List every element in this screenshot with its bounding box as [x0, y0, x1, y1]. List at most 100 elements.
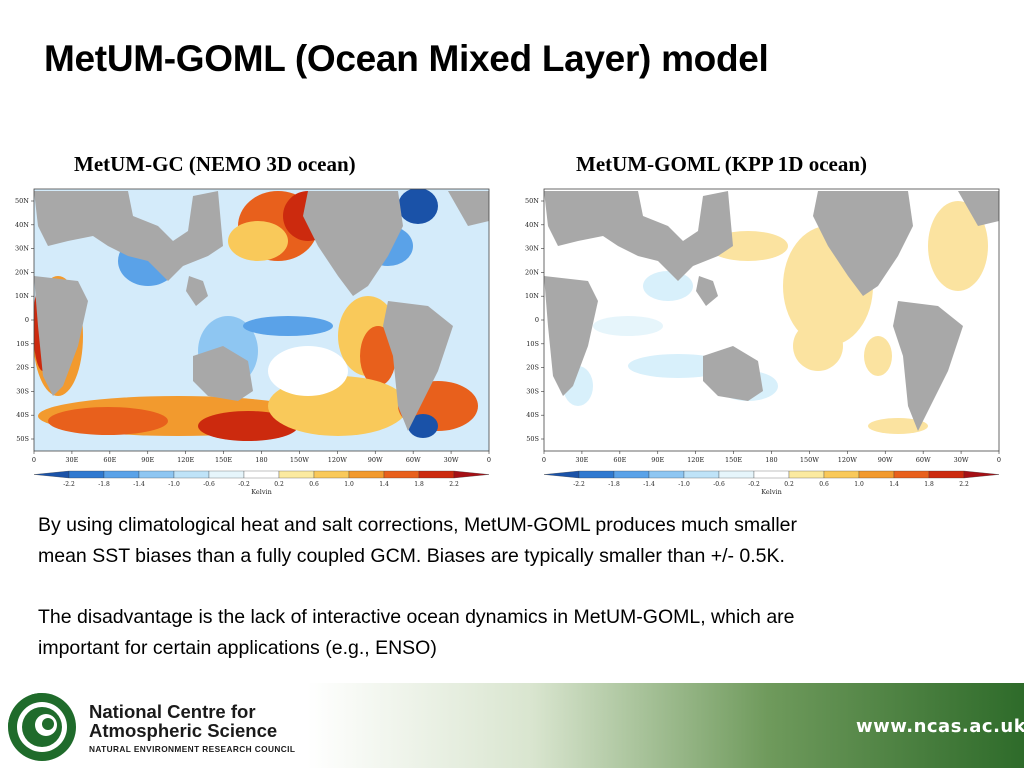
- colorbar-tick-label: 2.2: [959, 481, 969, 488]
- x-tick-label: 30W: [954, 456, 969, 464]
- y-tick-label: 30S: [526, 387, 539, 395]
- x-tick-label: 90E: [141, 456, 154, 464]
- x-tick-label: 180: [255, 456, 267, 464]
- colorbar-segment: [823, 470, 860, 479]
- y-tick-label: 20N: [525, 268, 539, 276]
- y-tick-label: 40S: [16, 411, 29, 419]
- website-link[interactable]: www.ncas.ac.uk: [856, 716, 1024, 737]
- x-tick-label: 180: [765, 456, 777, 464]
- y-tick-label: 10N: [15, 292, 29, 300]
- colorbar-segment: [383, 470, 420, 479]
- colorbar-segment: [33, 470, 70, 479]
- y-tick-label: 20S: [16, 364, 29, 372]
- colorbar-tick-label: 0.6: [309, 481, 319, 488]
- colorbar-tick-label: 1.8: [414, 481, 424, 488]
- x-tick-label: 120E: [687, 456, 704, 464]
- right-map-title: MetUM-GOML (KPP 1D ocean): [576, 152, 868, 176]
- colorbar-segment: [543, 470, 580, 479]
- x-tick-label: 0: [32, 456, 36, 464]
- colorbar-tick-label: -1.0: [678, 481, 690, 488]
- x-tick-label: 30W: [444, 456, 459, 464]
- colorbar-segment: [683, 470, 720, 479]
- y-tick-label: 40N: [525, 221, 539, 229]
- x-tick-label: 90E: [651, 456, 664, 464]
- colorbar-segment: [753, 470, 790, 479]
- x-tick-label: 150W: [800, 456, 819, 464]
- y-tick-label: 50N: [525, 197, 539, 205]
- left-map-title: MetUM-GC (NEMO 3D ocean): [74, 152, 356, 176]
- colorbar-tick-label: -2.2: [573, 481, 585, 488]
- colorbar-segment: [928, 470, 965, 479]
- y-tick-label: 20S: [526, 364, 539, 372]
- x-tick-label: 120E: [177, 456, 194, 464]
- colorbar-tick-label: 0.6: [819, 481, 829, 488]
- x-tick-label: 60W: [406, 456, 421, 464]
- x-tick-label: 90W: [878, 456, 893, 464]
- colorbar-segment: [718, 470, 755, 479]
- right-sst-bias-map: 50N 40N 30N 20N 10N 0 10S 20S 30S 40S 50S 0 30E 60E 9…: [525, 188, 1001, 496]
- x-tick-label: 90W: [368, 456, 383, 464]
- y-tick-label: 10S: [16, 340, 29, 348]
- colorbar-tick-label: 1.4: [889, 481, 899, 488]
- x-tick-label: 120W: [838, 456, 857, 464]
- x-tick-label: 60W: [916, 456, 931, 464]
- y-tick-label: 30N: [525, 245, 539, 253]
- x-tick-label: 60E: [103, 456, 116, 464]
- colorbar-unit-label: Kelvin: [251, 488, 272, 496]
- colorbar-tick-label: 1.8: [924, 481, 934, 488]
- colorbar-tick-label: -0.2: [238, 481, 250, 488]
- colorbar-tick-label: -0.2: [748, 481, 760, 488]
- x-tick-label: 0: [487, 456, 491, 464]
- colorbar-tick-label: -1.8: [98, 481, 110, 488]
- colorbar-segment: [788, 470, 825, 479]
- colorbar-segment: [68, 470, 105, 479]
- colorbar-segment: [243, 470, 280, 479]
- paragraph-2-line-2: important for certain applications (e.g.…: [38, 637, 437, 659]
- colorbar-tick-label: 2.2: [449, 481, 459, 488]
- colorbar-tick-label: -1.4: [133, 481, 145, 488]
- y-tick-label: 40S: [526, 411, 539, 419]
- paragraph-2-line-1: The disadvantage is the lack of interact…: [38, 606, 795, 628]
- colorbar-tick-label: 0.2: [784, 481, 794, 488]
- y-tick-label: 30N: [15, 245, 29, 253]
- colorbar-tick-label: -2.2: [63, 481, 75, 488]
- colorbar-segment: [613, 470, 650, 479]
- y-tick-label: 20N: [15, 268, 29, 276]
- y-tick-label: 30S: [16, 387, 29, 395]
- colorbar-tick-label: -1.0: [168, 481, 180, 488]
- y-tick-label: 0: [25, 316, 29, 324]
- x-tick-label: 60E: [613, 456, 626, 464]
- y-tick-label: 50S: [16, 435, 29, 443]
- y-tick-label: 50S: [526, 435, 539, 443]
- colorbar-segment: [453, 470, 490, 479]
- colorbar-segment: [963, 470, 1000, 479]
- y-tick-label: 40N: [15, 221, 29, 229]
- org-name: National Centre for Atmospheric Science: [89, 702, 277, 740]
- colorbar-tick-label: -1.4: [643, 481, 655, 488]
- colorbar-segment: [313, 470, 350, 479]
- left-sst-bias-map: 50N 40N 30N 20N 10N 0 10S 20S 30S 40S 50S 0 30E 60E 9…: [15, 188, 491, 496]
- colorbar-segment: [858, 470, 895, 479]
- x-tick-label: 150E: [725, 456, 742, 464]
- colorbar-segment: [173, 470, 210, 479]
- colorbar-segment: [648, 470, 685, 479]
- x-tick-label: 0: [997, 456, 1001, 464]
- colorbar-segment: [103, 470, 140, 479]
- colorbar-unit-label: Kelvin: [761, 488, 782, 496]
- colorbar-tick-label: -0.6: [203, 481, 215, 488]
- org-name-line-1: National Centre for: [89, 701, 256, 722]
- x-tick-label: 150E: [215, 456, 232, 464]
- colorbar-tick-label: -1.8: [608, 481, 620, 488]
- y-tick-label: 10N: [525, 292, 539, 300]
- colorbar-tick-label: -0.6: [713, 481, 725, 488]
- colorbar-tick-label: 1.0: [344, 481, 354, 488]
- y-tick-label: 0: [535, 316, 539, 324]
- slide-title: MetUM-GOML (Ocean Mixed Layer) model: [44, 38, 769, 79]
- org-name-line-2: Atmospheric Science: [89, 720, 278, 741]
- colorbar-segment: [418, 470, 455, 479]
- colorbar-tick-label: 1.0: [854, 481, 864, 488]
- colorbar-segment: [578, 470, 615, 479]
- colorbar-segment: [348, 470, 385, 479]
- y-tick-label: 10S: [526, 340, 539, 348]
- org-parent: NATURAL ENVIRONMENT RESEARCH COUNCIL: [89, 744, 296, 754]
